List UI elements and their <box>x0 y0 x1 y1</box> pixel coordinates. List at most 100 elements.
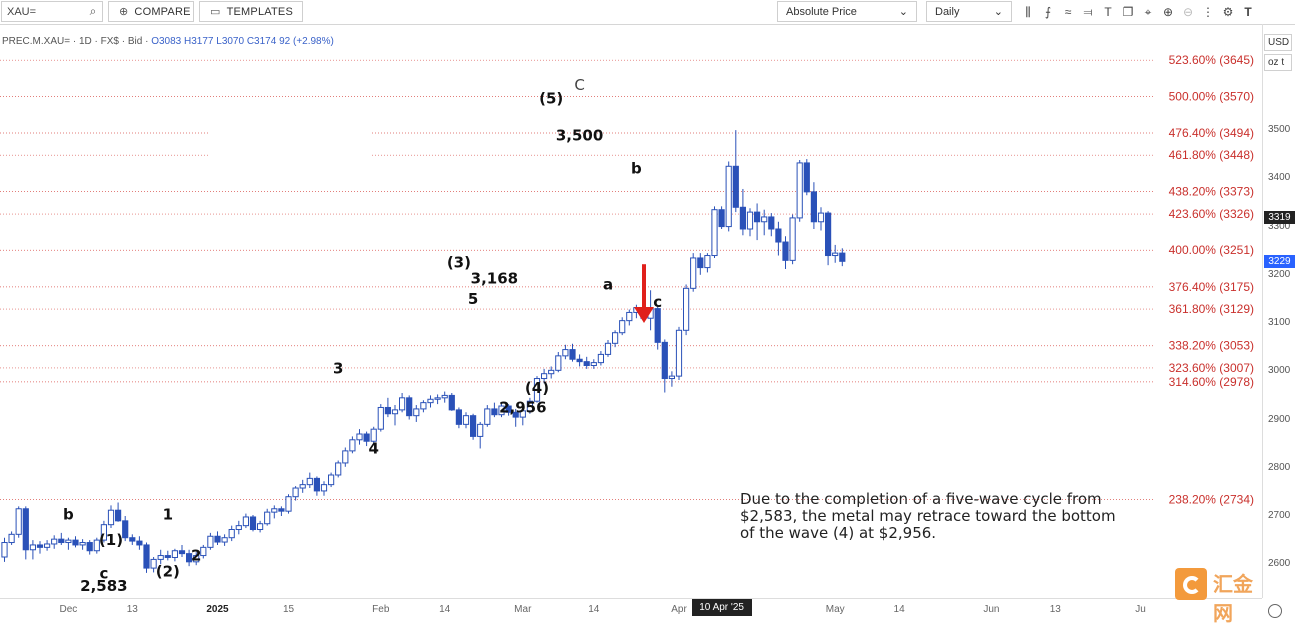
wave-label: 1 <box>163 505 173 523</box>
candle-body <box>1 542 8 558</box>
candle-body <box>789 217 796 261</box>
candle <box>186 549 193 567</box>
gear-icon[interactable]: ⚙ <box>1222 5 1234 19</box>
candle <box>441 391 448 403</box>
candle-body <box>292 487 299 498</box>
candle-body <box>93 539 100 552</box>
price-mode-select[interactable]: Absolute Price ⌄ <box>777 1 917 22</box>
price-axis[interactable] <box>1262 24 1295 598</box>
candle <box>299 479 306 493</box>
watermark-logo-icon <box>1175 568 1207 600</box>
candle <box>612 330 619 348</box>
zoom-out-icon[interactable]: ⊖ <box>1182 5 1194 19</box>
candle <box>377 404 384 432</box>
candle <box>242 513 250 529</box>
candle <box>349 436 356 454</box>
candle <box>207 532 214 550</box>
interval-select[interactable]: Daily ⌄ <box>926 1 1012 22</box>
candle-body <box>839 252 846 262</box>
candle <box>391 405 399 426</box>
candle-body <box>143 544 150 569</box>
currency-select[interactable]: USD <box>1264 34 1292 51</box>
candle <box>370 426 377 444</box>
price-mode-value: Absolute Price <box>786 5 857 18</box>
candle-body <box>129 537 136 542</box>
measure-icon[interactable]: ⌖ <box>1144 5 1152 19</box>
candle <box>320 481 328 496</box>
wave-label: c <box>653 293 662 311</box>
candle-body <box>626 311 633 322</box>
candle <box>839 248 846 267</box>
line-tool-icon[interactable]: ⫤ <box>1083 5 1093 19</box>
wave-label: 5 <box>468 290 478 308</box>
text-tool-icon[interactable]: T <box>1104 5 1112 19</box>
shape-tool-icon[interactable]: ❐ <box>1122 5 1134 19</box>
candle-body <box>498 405 505 416</box>
candle <box>526 397 533 414</box>
time-axis-tick: 13 <box>1049 604 1061 615</box>
candle <box>626 309 633 326</box>
chevron-down-icon: ⌄ <box>993 6 1003 18</box>
current-price-tag: 3229 <box>1264 254 1295 268</box>
unit-select[interactable]: oz t <box>1264 54 1292 71</box>
candle-body <box>562 349 569 357</box>
price-chart[interactable]: 523.60% (3645) 500.00% (3570) 476.40% (349… <box>0 24 1262 598</box>
candle-body <box>569 349 576 360</box>
candle-body <box>249 516 257 531</box>
candle <box>725 161 732 232</box>
wave-label: c <box>99 565 108 583</box>
candle <box>533 376 541 403</box>
candle-body <box>470 415 477 437</box>
zoom-in-icon[interactable]: ⊕ <box>1162 5 1174 19</box>
wave-icon[interactable]: ≈ <box>1064 5 1072 19</box>
more-icon[interactable]: ⋮ <box>1202 5 1214 19</box>
candle-body <box>221 537 228 543</box>
candle-body <box>711 209 718 257</box>
candle <box>462 412 470 429</box>
candle <box>825 211 832 266</box>
candle <box>420 400 427 413</box>
candle <box>249 515 257 532</box>
candle <box>817 207 825 231</box>
folder-icon: ▭ <box>210 6 221 18</box>
search-icon[interactable]: ⌕ <box>89 4 97 18</box>
compare-button[interactable]: ⊕ COMPARE <box>108 1 194 22</box>
wave-label: b <box>631 160 642 178</box>
candle-body <box>178 550 186 555</box>
symbol-search-input[interactable]: XAU= ⌕ <box>1 1 103 22</box>
candle-body <box>115 509 122 522</box>
fib-level-label: 338.20% (3053) <box>1169 339 1254 353</box>
candle <box>697 253 704 275</box>
candle-body <box>86 542 93 552</box>
fib-level-label: 476.40% (3494) <box>1169 126 1254 140</box>
time-axis-tick: 14 <box>439 604 451 615</box>
candle-body <box>100 524 108 541</box>
indicator-icon[interactable]: ⨍ <box>1044 5 1052 19</box>
time-axis[interactable] <box>0 598 1262 624</box>
candle-body <box>796 162 803 219</box>
symbol-value[interactable]: XAU= <box>7 5 37 18</box>
candle <box>171 548 179 562</box>
candle <box>519 408 526 426</box>
candle-body <box>320 484 328 492</box>
candle-body <box>526 400 533 412</box>
candle-body <box>668 375 675 380</box>
candlestick-icon[interactable]: ⫼ <box>1025 5 1031 19</box>
candle <box>704 253 711 273</box>
candle-body <box>214 535 221 543</box>
candle-body <box>122 520 129 539</box>
candle-body <box>484 408 491 425</box>
templates-button[interactable]: ▭ TEMPLATES <box>199 1 303 22</box>
legend-ohlc: O3083 H3177 L3070 C3174 92 (+2.98%) <box>151 36 334 47</box>
candle-body <box>505 405 512 413</box>
font-icon[interactable]: T <box>1244 5 1252 19</box>
candle-body <box>434 397 441 400</box>
candle-body <box>22 508 29 551</box>
candle-body <box>342 450 349 464</box>
candle <box>22 506 29 560</box>
blank-panel <box>210 112 370 172</box>
time-axis-tick: Jun <box>983 604 1000 615</box>
candle-body <box>271 508 278 513</box>
settings-icon[interactable] <box>1268 604 1282 618</box>
candle-body <box>555 355 562 371</box>
